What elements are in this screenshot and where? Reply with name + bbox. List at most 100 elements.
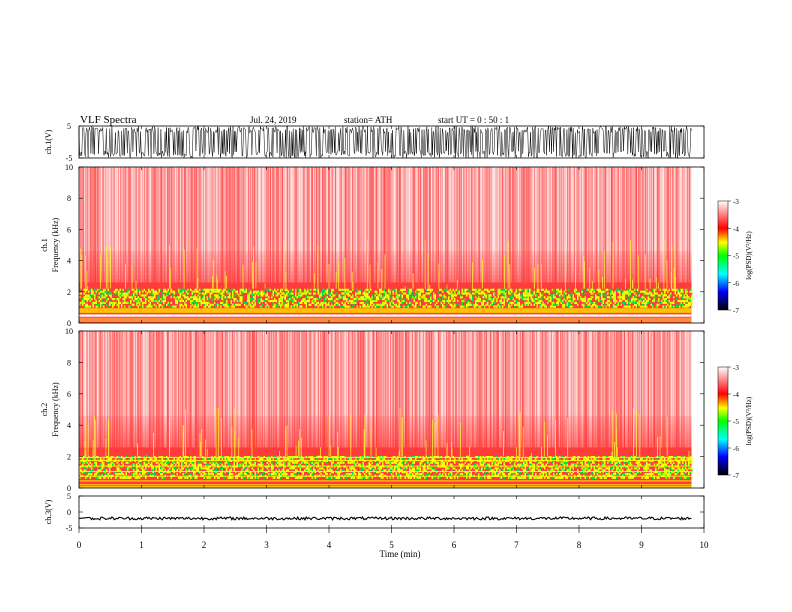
spectrogram-cell xyxy=(331,476,333,479)
spectrogram-column xyxy=(545,167,548,283)
spectrogram-cell xyxy=(527,294,529,297)
spectrogram-cell xyxy=(499,305,501,308)
spectrogram-cell xyxy=(368,467,370,470)
spectrogram-cell xyxy=(322,290,324,293)
spectrogram-cell xyxy=(388,461,390,464)
spectrogram-column xyxy=(669,167,671,283)
spectrogram-column xyxy=(382,167,384,283)
spectrogram-cell xyxy=(197,298,199,301)
spectrogram-cell xyxy=(89,457,91,461)
spectrogram-column xyxy=(218,167,220,283)
spectrogram-cell xyxy=(460,305,462,308)
spectrogram-cell xyxy=(104,471,106,474)
spectrogram-cell xyxy=(563,298,565,301)
spectrogram-cell xyxy=(163,290,165,293)
spectrogram-cell xyxy=(257,469,259,472)
spectrogram-cell xyxy=(248,465,250,468)
spectrogram-cell xyxy=(266,305,268,308)
spectrogram-cell xyxy=(451,290,453,293)
spectrogram-cell xyxy=(340,305,342,308)
ch1-waveform-panel: 5-5ch.1(V) xyxy=(44,122,705,163)
spectrogram-cell xyxy=(389,290,391,293)
spectrogram-cell xyxy=(251,305,253,308)
spectrogram-cell xyxy=(487,294,489,297)
spectrogram-cell xyxy=(386,461,388,464)
spectrogram-cell xyxy=(394,467,396,470)
spectrogram-cell xyxy=(230,301,232,304)
spectrogram-column xyxy=(233,331,236,448)
spectrogram-cell xyxy=(470,294,472,297)
spectrogram-column xyxy=(446,331,448,448)
spectrogram-column xyxy=(364,331,367,448)
spectrogram-cell xyxy=(668,294,670,297)
spectrogram-cell xyxy=(248,461,250,464)
spectrogram-cell xyxy=(481,292,483,295)
spectrogram-cell xyxy=(238,463,240,466)
spectrogram-cell xyxy=(262,467,264,470)
spectrogram-cell xyxy=(355,472,357,476)
spectrogram-column xyxy=(255,167,258,283)
spectrogram-cell xyxy=(326,467,328,470)
spectrogram-cell xyxy=(317,463,319,466)
spectrogram-cell xyxy=(350,296,352,299)
spectrogram-cell xyxy=(283,457,285,461)
spectrogram-column xyxy=(556,331,558,448)
spectrogram-cell xyxy=(278,476,280,479)
spectrogram-cell xyxy=(185,296,187,299)
spectrogram-cell xyxy=(634,301,636,304)
spectrogram-cell xyxy=(385,461,387,464)
spectrogram-cell xyxy=(445,296,447,299)
spectrogram-cell xyxy=(223,298,225,301)
spectrogram-cell xyxy=(539,305,541,308)
spectrogram-cell xyxy=(512,298,514,301)
spectrogram-cell xyxy=(233,288,235,291)
spectrogram-cell xyxy=(230,476,232,479)
spectrogram-cell xyxy=(560,290,562,293)
spectrogram-column xyxy=(670,331,672,448)
spectrogram-cell xyxy=(301,476,303,479)
spectrogram-cell xyxy=(379,467,381,470)
spectrogram-cell xyxy=(107,292,109,295)
spectrogram-column xyxy=(151,167,153,283)
spectrogram-cell xyxy=(223,288,225,291)
spectrogram-cell xyxy=(430,296,432,299)
spectrogram-cell xyxy=(332,457,334,461)
spectrogram-column xyxy=(691,167,692,283)
spectrogram-cell xyxy=(158,303,160,306)
spectrogram-cell xyxy=(209,288,211,291)
spectrogram-cell xyxy=(608,296,610,299)
spectrogram-cell xyxy=(287,463,289,466)
spectrogram-cell xyxy=(367,305,369,308)
spectrogram-column xyxy=(424,167,426,283)
spectrogram-cell xyxy=(206,296,208,299)
spectrogram-column xyxy=(215,167,218,283)
spectrogram-column xyxy=(290,331,292,448)
spectrogram-cell xyxy=(200,467,202,470)
spectrogram-cell xyxy=(196,467,198,470)
spectrogram-column xyxy=(490,167,493,283)
spectrogram-cell xyxy=(371,296,373,299)
spectrogram-cell xyxy=(136,472,138,476)
spectrogram-cell xyxy=(167,301,169,304)
spectrogram-cell xyxy=(235,303,237,306)
spectrogram-column xyxy=(310,167,312,283)
spectrogram-cell xyxy=(215,303,217,306)
spectrogram-column xyxy=(401,167,404,283)
spectrogram-cell xyxy=(541,305,543,308)
spectrogram-column xyxy=(307,331,309,448)
spectrogram-cell xyxy=(500,301,502,304)
spectrogram-cell xyxy=(136,469,138,472)
spectrogram-column xyxy=(434,331,436,448)
spectrogram-cell xyxy=(161,472,163,476)
spectrogram-cell xyxy=(683,299,685,303)
spectrogram-cell xyxy=(541,299,543,303)
spectrogram-cell xyxy=(616,303,618,306)
spectrogram-cell xyxy=(260,305,262,308)
spectrogram-column xyxy=(235,167,237,283)
spectrogram-cell xyxy=(91,292,93,295)
spectrogram-cell xyxy=(268,465,270,468)
spectrogram-cell xyxy=(511,290,513,293)
spectrogram-cell xyxy=(116,476,118,479)
spectrogram-column xyxy=(158,331,160,448)
spectrogram-cell xyxy=(442,299,444,303)
